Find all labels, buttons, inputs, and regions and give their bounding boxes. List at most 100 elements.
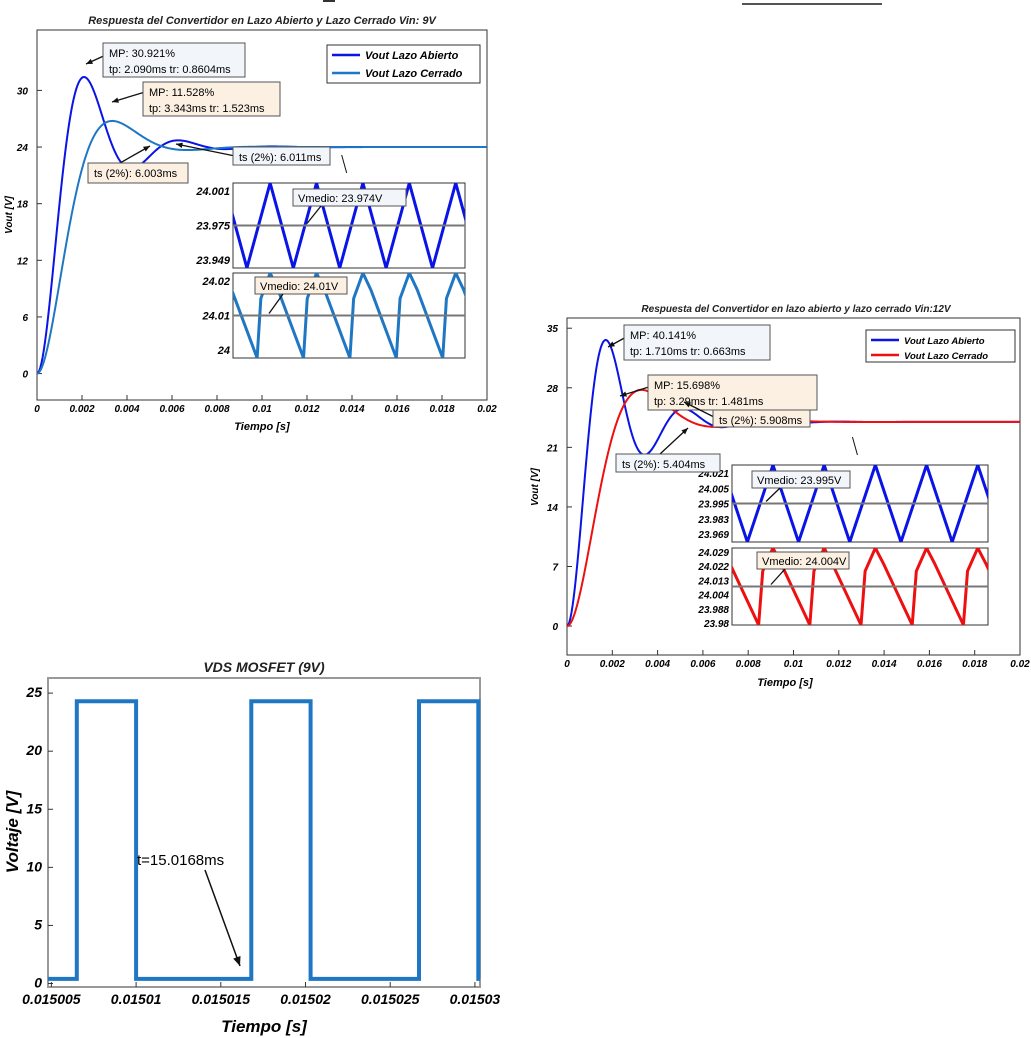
mean-label-box (756, 551, 850, 570)
legend-box (326, 44, 481, 84)
arrow-head-icon (233, 956, 241, 966)
mean-label-box (254, 276, 348, 295)
inset-plot-2: 24.029 24.022 24.013 24.004 23.988 23.98 Vmedi… (697, 547, 989, 630)
chart-title: VDS MOSFET (9V) (203, 659, 325, 675)
y-tick-label: 18 (17, 200, 29, 211)
annotation-text: tp: 3.343ms tr: 1.523ms (149, 103, 265, 115)
mean-label: Vmedio: 24.01V (260, 281, 339, 293)
x-tick-label: 0.015025 (361, 991, 420, 1007)
x-axis-label: Tiempo [s] (757, 677, 813, 689)
chart-title: Respuesta del Convertidor en Lazo Abiert… (88, 15, 437, 27)
y-tick-label: 0 (552, 622, 558, 633)
inset-y-tick-label: 24.005 (697, 484, 729, 495)
annotation-text: tp: 2.090ms tr: 0.8604ms (109, 64, 231, 76)
x-tick-label: 0.01503 (450, 991, 501, 1007)
x-axis-label: Tiempo [s] (221, 1017, 308, 1036)
chart-3: VDS MOSFET (9V) 0.015005 0.01501 0.015015 0.… (3, 659, 500, 1036)
y-tick-label: 5 (34, 916, 42, 932)
y-tick-label: 24 (16, 143, 29, 154)
x-tick-label: 0.01 (252, 404, 272, 415)
inset-y-tick-label: 23.969 (697, 530, 729, 541)
annotation-box (87, 162, 189, 184)
y-tick-label: 21 (546, 443, 559, 454)
legend: Vout Lazo Abierto Vout Lazo Cerrado (326, 44, 481, 84)
annotation-text: ts (2%): 6.011ms (239, 152, 322, 164)
x-tick-label: 0.006 (159, 404, 184, 415)
legend-entry: Vout Lazo Abierto (904, 336, 985, 347)
annotation-box (142, 81, 281, 117)
x-tick-label: 0.004 (645, 659, 670, 670)
series-line-1 (48, 699, 481, 981)
mean-label: Vmedio: 24.004V (762, 556, 847, 568)
annotation-1: t=15.0168ms (137, 852, 241, 967)
x-tick-label: 0.01501 (111, 991, 162, 1007)
mean-label: Vmedio: 23.974V (298, 193, 383, 205)
annotation-text: MP: 11.528% (149, 87, 214, 99)
mean-arrow (268, 293, 284, 314)
x-tick-label: 0.01502 (280, 991, 331, 1007)
mean-arrow (765, 487, 781, 502)
annotation-box (623, 324, 771, 361)
y-tick-label: 7 (552, 562, 558, 573)
arrow-head-icon (112, 97, 119, 103)
mean-label-box (292, 188, 407, 207)
arrow-head-icon (684, 402, 691, 408)
annotation-text: ts (2%): 5.908ms (719, 415, 803, 427)
y-tick-label: 30 (17, 86, 29, 97)
inset-y-tick-label: 24.022 (697, 562, 729, 573)
mean-label: Vmedio: 23.995V (757, 475, 842, 487)
inset-y-tick-label: 24.001 (195, 186, 230, 198)
annotation-4: ts (2%): 6.011ms (175, 142, 331, 166)
legend: Vout Lazo Abierto Vout Lazo Cerrado (865, 329, 1016, 363)
annotation-box (712, 409, 811, 428)
x-axis-label: Tiempo [s] (234, 421, 290, 433)
x-tick-label: 0.006 (690, 659, 715, 670)
x-tick-label: 0.018 (962, 659, 987, 670)
fragment-mark (323, 0, 335, 2)
annotation-1: MP: 40.141% tp: 1.710ms tr: 0.663ms (607, 324, 771, 361)
annotation-text: ts (2%): 5.404ms (622, 459, 706, 471)
x-tick-label: 0.012 (294, 404, 319, 415)
arrow-head-icon (608, 341, 615, 347)
y-tick-label: 0 (34, 975, 42, 991)
legend-entry: Vout Lazo Abierto (365, 50, 459, 62)
arrow-head-icon (620, 391, 627, 397)
annotation-text: MP: 15.698% (654, 380, 720, 392)
x-tick-label: 0.002 (600, 659, 625, 670)
x-tick-label: 0.01 (784, 659, 804, 670)
fragment-line (742, 3, 882, 5)
inset-y-tick-label: 24.013 (697, 576, 729, 587)
legend-entry: Vout Lazo Cerrado (904, 351, 988, 362)
annotation-3: ts (2%): 6.003ms (87, 145, 189, 184)
zoom-arrow (851, 436, 858, 456)
y-axis-label: Voltaje [V] (3, 789, 22, 873)
inset-y-tick-label: 23.988 (697, 605, 729, 616)
inset-y-tick-label: 24.004 (697, 591, 729, 602)
annotation-text: MP: 40.141% (630, 330, 696, 342)
y-tick-label: 14 (547, 503, 559, 514)
annotation-text: t=15.0168ms (137, 852, 224, 869)
x-tick-label: 0.016 (384, 404, 409, 415)
arrow-head-icon (143, 146, 150, 152)
inset-plot-1: 24.021 24.005 23.995 23.983 23.969 Vmedio: 23… (697, 464, 989, 543)
annotation-4: ts (2%): 5.404ms (615, 427, 721, 473)
chart-1: Respuesta del Convertidor en Lazo Abiert… (4, 15, 497, 433)
x-tick-label: 0.016 (917, 659, 942, 670)
annotation-text: tp: 1.710ms tr: 0.663ms (630, 346, 746, 358)
y-tick-label: 28 (546, 384, 559, 395)
y-axis-label: Vout [V] (4, 195, 15, 234)
y-axis-label: Vout [V] (530, 467, 541, 506)
inset-y-tick-label: 24.01 (201, 311, 230, 323)
inset-y-tick-label: 24.021 (697, 469, 729, 480)
annotation-2: MP: 11.528% tp: 3.343ms tr: 1.523ms (111, 81, 281, 117)
x-tick-label: 0.015015 (192, 991, 251, 1007)
inset-y-tick-label: 24.029 (697, 548, 729, 559)
x-tick-label: 0.015005 (22, 991, 81, 1007)
y-tick-label: 0 (22, 370, 28, 381)
inset-y-tick-label: 23.975 (195, 221, 231, 233)
annotation-arrow (204, 869, 241, 967)
x-tick-label: 0.004 (114, 404, 139, 415)
y-tick-label: 15 (26, 800, 42, 816)
inset-y-tick-label: 23.949 (195, 255, 231, 267)
